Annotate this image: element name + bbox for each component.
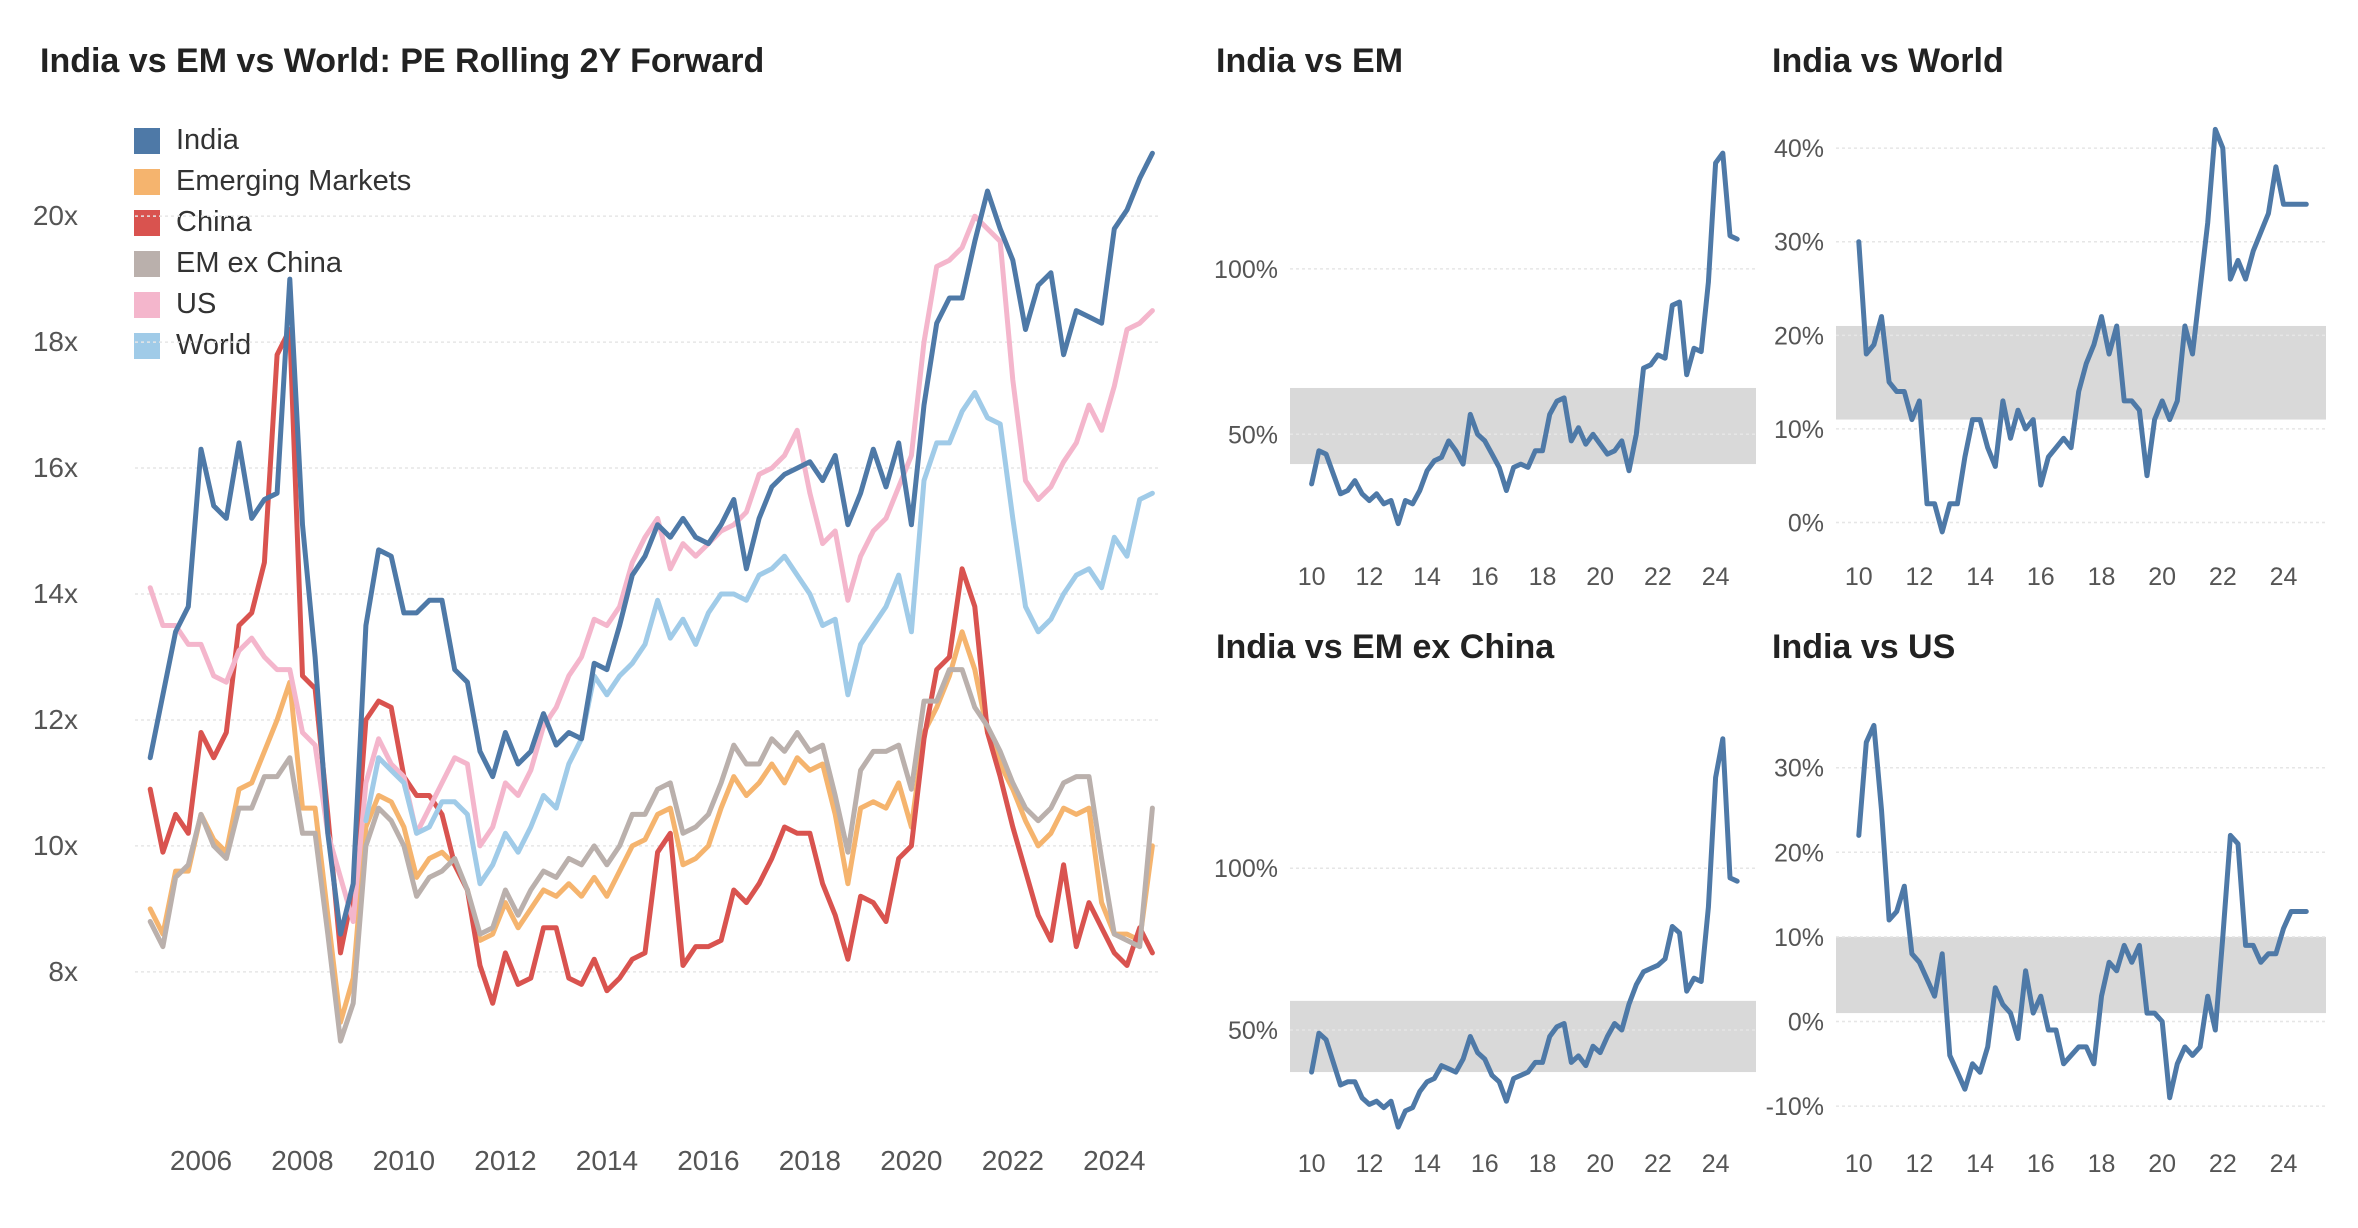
us-y-tick-label: -10% [1766,1093,1824,1121]
em-x-tick-label: 22 [1644,563,1672,591]
main-y-tick-label: 10x [33,830,78,861]
emxc-y-tick-label: 100% [1214,855,1278,883]
world-x-tick-label: 22 [2209,563,2237,591]
legend-label-emerging-markets: Emerging Markets [176,165,412,197]
main-y-tick-label: 12x [33,704,78,735]
main-x-tick-label: 2006 [170,1145,232,1176]
world-y-tick-label: 10% [1774,416,1824,444]
legend-swatch-india [134,127,160,154]
emxc-series-line-ratio [1309,736,1740,1130]
us-x-tick-label: 24 [2270,1150,2298,1178]
us-y-tick-label: 10% [1774,924,1824,952]
us-range-band [1836,936,2326,1014]
main-x-tick-label: 2010 [373,1145,435,1176]
us-x-tick-label: 20 [2148,1150,2176,1178]
world-x-tick-label: 18 [2088,563,2116,591]
emxc-x-tick-label: 14 [1413,1150,1441,1178]
emxc-y-tick-label: 50% [1228,1017,1278,1045]
main-chart-title: India vs EM vs World: PE Rolling 2Y Forw… [40,42,765,80]
chart-legend: India Emerging Markets China EM ex China… [134,120,411,366]
us-y-tick-label: 30% [1774,755,1824,783]
us-y-tick-label: 20% [1774,839,1824,867]
main-y-tick-label: 8x [48,956,78,987]
legend-swatch-em-ex-china [134,250,160,277]
world-x-tick-label: 12 [1906,563,1934,591]
us-x-tick-label: 10 [1845,1150,1873,1178]
main-series-line-us [147,213,1155,924]
world-series-line-ratio [1856,126,2309,535]
emxc-x-tick-label: 12 [1355,1150,1383,1178]
legend-item-china: China [134,202,411,243]
us-x-tick-label: 16 [2027,1150,2055,1178]
legend-swatch-emerging-markets [134,168,160,195]
india-vs-us-title: India vs US [1772,628,1956,666]
world-x-tick-label: 10 [1845,563,1873,591]
legend-item-em-ex-china: EM ex China [134,243,411,284]
emxc-x-tick-label: 22 [1644,1150,1672,1178]
world-x-tick-label: 20 [2148,563,2176,591]
main-x-tick-label: 2022 [982,1145,1044,1176]
em-series-line-ratio [1309,150,1740,527]
emxc-x-tick-label: 18 [1529,1150,1557,1178]
india-vs-em-ex-china-title: India vs EM ex China [1216,628,1555,666]
main-y-tick-label: 16x [33,452,78,483]
legend-label-india: India [176,124,239,156]
legend-swatch-us [134,291,160,318]
emxc-range-band [1290,1000,1756,1073]
main-y-tick-label: 20x [33,200,78,231]
main-series-line-em-ex-china [147,667,1155,1044]
world-y-tick-label: 0% [1788,510,1824,538]
em-x-tick-label: 14 [1413,563,1441,591]
em-x-tick-label: 12 [1355,563,1383,591]
india-vs-em-title: India vs EM [1216,42,1404,80]
em-x-tick-label: 20 [1586,563,1614,591]
main-x-tick-label: 2020 [880,1145,942,1176]
legend-swatch-china [134,209,160,236]
main-y-tick-label: 18x [33,326,78,357]
em-x-tick-label: 24 [1702,563,1730,591]
legend-item-india: India [134,120,411,161]
legend-item-emerging-markets: Emerging Markets [134,161,411,202]
legend-label-us: US [176,288,217,320]
em-x-tick-label: 16 [1471,563,1499,591]
main-x-tick-label: 2014 [576,1145,638,1176]
us-x-tick-label: 12 [1906,1150,1934,1178]
world-x-tick-label: 16 [2027,563,2055,591]
main-series-line-world [363,390,1155,887]
world-y-tick-label: 30% [1774,229,1824,257]
legend-label-world: World [176,329,252,361]
legend-swatch-world [134,332,160,359]
us-series-line-ratio [1856,722,2309,1101]
em-range-band [1290,387,1756,465]
us-x-tick-label: 18 [2088,1150,2116,1178]
main-x-tick-label: 2018 [779,1145,841,1176]
em-y-tick-label: 100% [1214,256,1278,284]
legend-label-em-ex-china: EM ex China [176,247,343,279]
emxc-x-tick-label: 20 [1586,1150,1614,1178]
world-x-tick-label: 14 [1966,563,1994,591]
emxc-x-tick-label: 24 [1702,1150,1730,1178]
us-y-tick-label: 0% [1788,1009,1824,1037]
em-y-tick-label: 50% [1228,421,1278,449]
main-series-line-india [147,150,1155,937]
india-vs-world-title: India vs World [1772,42,2004,80]
main-x-tick-label: 2024 [1083,1145,1145,1176]
us-x-tick-label: 22 [2209,1150,2237,1178]
em-x-tick-label: 10 [1298,563,1326,591]
main-x-tick-label: 2012 [474,1145,536,1176]
emxc-x-tick-label: 10 [1298,1150,1326,1178]
main-x-tick-label: 2016 [677,1145,739,1176]
main-x-tick-label: 2008 [271,1145,333,1176]
legend-item-us: US [134,284,411,325]
legend-label-china: China [176,206,252,238]
world-y-tick-label: 40% [1774,135,1824,163]
main-y-tick-label: 14x [33,578,78,609]
legend-item-world: World [134,325,411,366]
us-x-tick-label: 14 [1966,1150,1994,1178]
world-y-tick-label: 20% [1774,322,1824,350]
em-x-tick-label: 18 [1529,563,1557,591]
world-x-tick-label: 24 [2270,563,2298,591]
emxc-x-tick-label: 16 [1471,1150,1499,1178]
